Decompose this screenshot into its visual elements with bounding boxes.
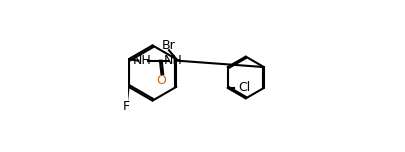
Text: F: F [123,100,130,113]
Text: NH: NH [133,54,151,67]
Text: Br: Br [161,39,175,52]
Text: NH: NH [164,54,183,67]
Text: O: O [156,74,166,87]
Text: Cl: Cl [238,81,250,94]
